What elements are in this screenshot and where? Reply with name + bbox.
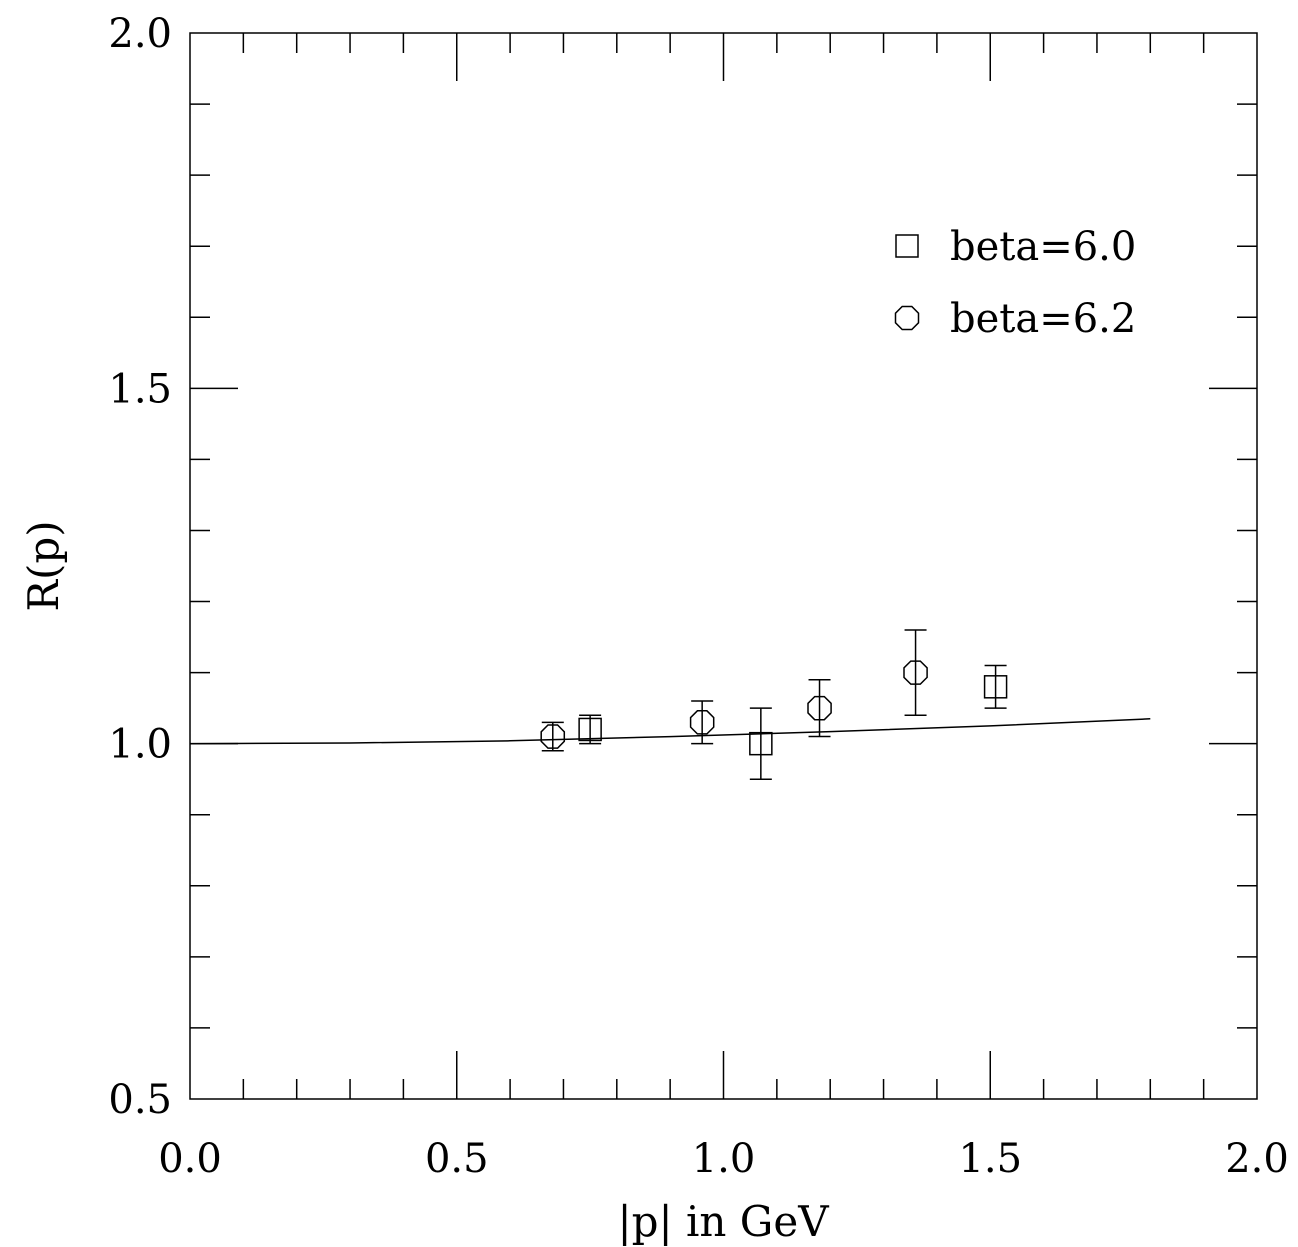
x-tick-label: 1.5 — [958, 1136, 1022, 1182]
x-tick-label: 1.0 — [692, 1136, 756, 1182]
data-point-octagon — [903, 660, 928, 685]
y-tick-label: 1.0 — [108, 722, 172, 768]
tick-labels: 0.0 0.5 1.0 1.5 2.0 0.5 1.0 1.5 2.0 — [108, 11, 1288, 1182]
legend-label-beta-6-0: beta=6.0 — [950, 224, 1136, 270]
x-tick-label: 2.0 — [1225, 1136, 1289, 1182]
y-tick-label: 0.5 — [108, 1077, 172, 1123]
fit-curve — [189, 718, 1151, 745]
data-point-octagon — [689, 710, 715, 735]
x-tick-label: 0.0 — [158, 1136, 222, 1182]
data-point-square — [578, 717, 602, 742]
data-point-square — [983, 675, 1008, 699]
x-axis-label: |p| in GeV — [617, 1197, 829, 1246]
legend: beta=6.0 beta=6.2 — [894, 224, 1136, 342]
legend-label-beta-6-2: beta=6.2 — [950, 296, 1136, 342]
y-tick-label: 1.5 — [108, 366, 172, 412]
fit-curve-group — [189, 718, 1151, 745]
legend-square-icon — [895, 234, 919, 258]
plot-frame — [189, 32, 1258, 1100]
y-axis-label: R(p) — [19, 520, 68, 611]
x-tick-label: 0.5 — [425, 1136, 489, 1182]
data-point-square — [749, 731, 773, 756]
legend-octagon-icon — [894, 305, 920, 331]
data-point-octagon — [807, 695, 832, 721]
y-tick-label: 2.0 — [108, 11, 172, 57]
axis-ticks — [190, 33, 1257, 1099]
data-point-octagon — [540, 724, 566, 749]
data-marks — [540, 629, 1008, 780]
